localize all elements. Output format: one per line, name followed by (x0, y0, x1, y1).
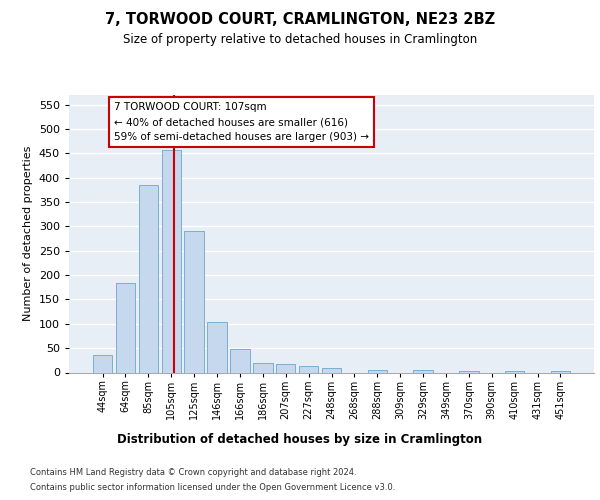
Text: 7 TORWOOD COURT: 107sqm
← 40% of detached houses are smaller (616)
59% of semi-d: 7 TORWOOD COURT: 107sqm ← 40% of detache… (114, 102, 369, 142)
Bar (116, 284, 135, 372)
Bar (93, 356, 112, 372)
Bar (276, 364, 295, 372)
Bar (184, 232, 204, 372)
Text: Contains public sector information licensed under the Open Government Licence v3: Contains public sector information licen… (30, 483, 395, 492)
Bar (551, 370, 570, 372)
Text: 7, TORWOOD COURT, CRAMLINGTON, NE23 2BZ: 7, TORWOOD COURT, CRAMLINGTON, NE23 2BZ (105, 12, 495, 28)
Bar (161, 150, 181, 372)
Bar (139, 185, 158, 372)
Bar (368, 370, 387, 372)
Text: Size of property relative to detached houses in Cramlington: Size of property relative to detached ho… (123, 32, 477, 46)
Text: Contains HM Land Registry data © Crown copyright and database right 2024.: Contains HM Land Registry data © Crown c… (30, 468, 356, 477)
Bar (208, 322, 227, 372)
Bar (413, 370, 433, 372)
Bar (505, 371, 524, 372)
Bar (299, 366, 319, 372)
Bar (253, 363, 272, 372)
Bar (459, 370, 479, 372)
Text: Distribution of detached houses by size in Cramlington: Distribution of detached houses by size … (118, 432, 482, 446)
Bar (322, 368, 341, 372)
Y-axis label: Number of detached properties: Number of detached properties (23, 146, 33, 322)
Bar (230, 349, 250, 372)
